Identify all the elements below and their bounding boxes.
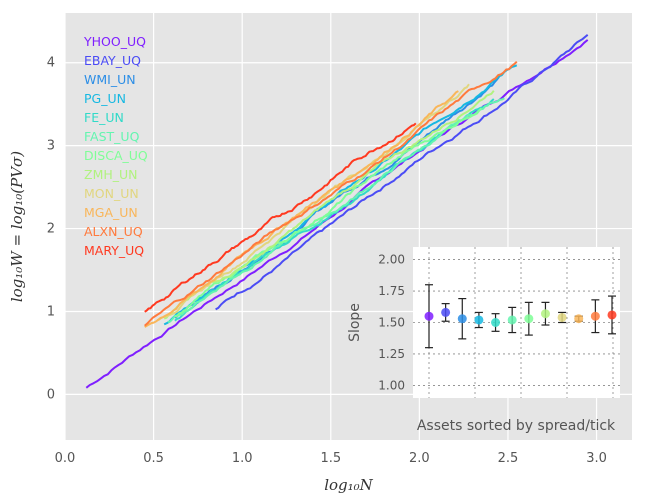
series-line-alxn-uq — [144, 60, 518, 327]
inset-point-mary-uq — [607, 310, 617, 320]
inset-point-zmh-un — [540, 309, 550, 319]
legend-item-yhoo-uq: YHOO_UQ — [83, 34, 146, 49]
inset-point-fast-uq — [507, 315, 517, 325]
inset-y-tick-label: 1.25 — [378, 347, 405, 361]
legend-item-mga-un: MGA_UN — [84, 205, 138, 220]
x-axis-title: log₁₀N — [324, 476, 373, 494]
x-tick-label: 2.5 — [498, 451, 519, 466]
legend-item-fe-un: FE_UN — [84, 110, 124, 125]
inset-point-pg-un — [474, 315, 484, 325]
inset-point-alxn-uq — [590, 311, 600, 321]
y-tick-label: 4 — [47, 56, 55, 71]
legend-item-zmh-un: ZMH_UN — [84, 167, 138, 182]
legend-item-mon-un: MON_UN — [84, 186, 139, 201]
legend-item-wmi-un: WMI_UN — [84, 72, 136, 87]
inset-point-fe-un — [491, 318, 501, 327]
x-tick-label: 1.5 — [320, 451, 341, 466]
inset-y-tick-label: 1.75 — [378, 284, 405, 298]
legend-item-alxn-uq: ALXN_UQ — [84, 224, 143, 239]
y-tick-label: 2 — [47, 222, 55, 237]
y-axis-title: log₁₀W = log₁₀(PVσ) — [8, 151, 26, 302]
series-line-mary-uq — [144, 122, 417, 313]
legend-item-fast-uq: FAST_UQ — [84, 129, 140, 144]
inset-plot-area — [413, 247, 620, 398]
series-line-zmh-un — [163, 90, 495, 320]
inset-y-tick-label: 1.00 — [378, 378, 405, 392]
inset-point-wmi-un — [457, 314, 467, 324]
y-tick-label: 0 — [47, 387, 55, 402]
y-tick-label: 1 — [47, 304, 55, 319]
x-tick-label: 2.0 — [409, 451, 430, 466]
x-tick-label: 1.0 — [232, 451, 253, 466]
y-tick-label: 3 — [47, 139, 55, 154]
inset-point-ebay-uq — [441, 307, 451, 317]
series-line-ebay-uq — [215, 34, 589, 311]
inset-point-mon-un — [557, 312, 567, 322]
legend-item-mary-uq: MARY_UQ — [84, 243, 144, 258]
series-line-mga-un — [144, 90, 459, 328]
inset-point-disca-uq — [524, 314, 534, 324]
inset-point-yhoo-uq — [424, 311, 434, 321]
x-tick-label: 0.0 — [55, 451, 76, 466]
inset-x-axis-title: Assets sorted by spread/tick — [417, 418, 616, 434]
legend-item-pg-un: PG_UN — [84, 91, 126, 106]
legend-item-ebay-uq: EBAY_UQ — [84, 53, 141, 68]
series-line-wmi-un — [174, 76, 500, 319]
inset-y-axis-title: Slope — [347, 303, 363, 342]
inset-y-tick-label: 1.50 — [378, 316, 405, 330]
inset-y-tick-label: 2.00 — [378, 253, 405, 267]
inset-point-mga-un — [574, 314, 584, 324]
x-tick-label: 3.0 — [586, 451, 607, 466]
legend-item-disca-uq: DISCA_UQ — [84, 148, 148, 163]
x-tick-label: 0.5 — [143, 451, 164, 466]
